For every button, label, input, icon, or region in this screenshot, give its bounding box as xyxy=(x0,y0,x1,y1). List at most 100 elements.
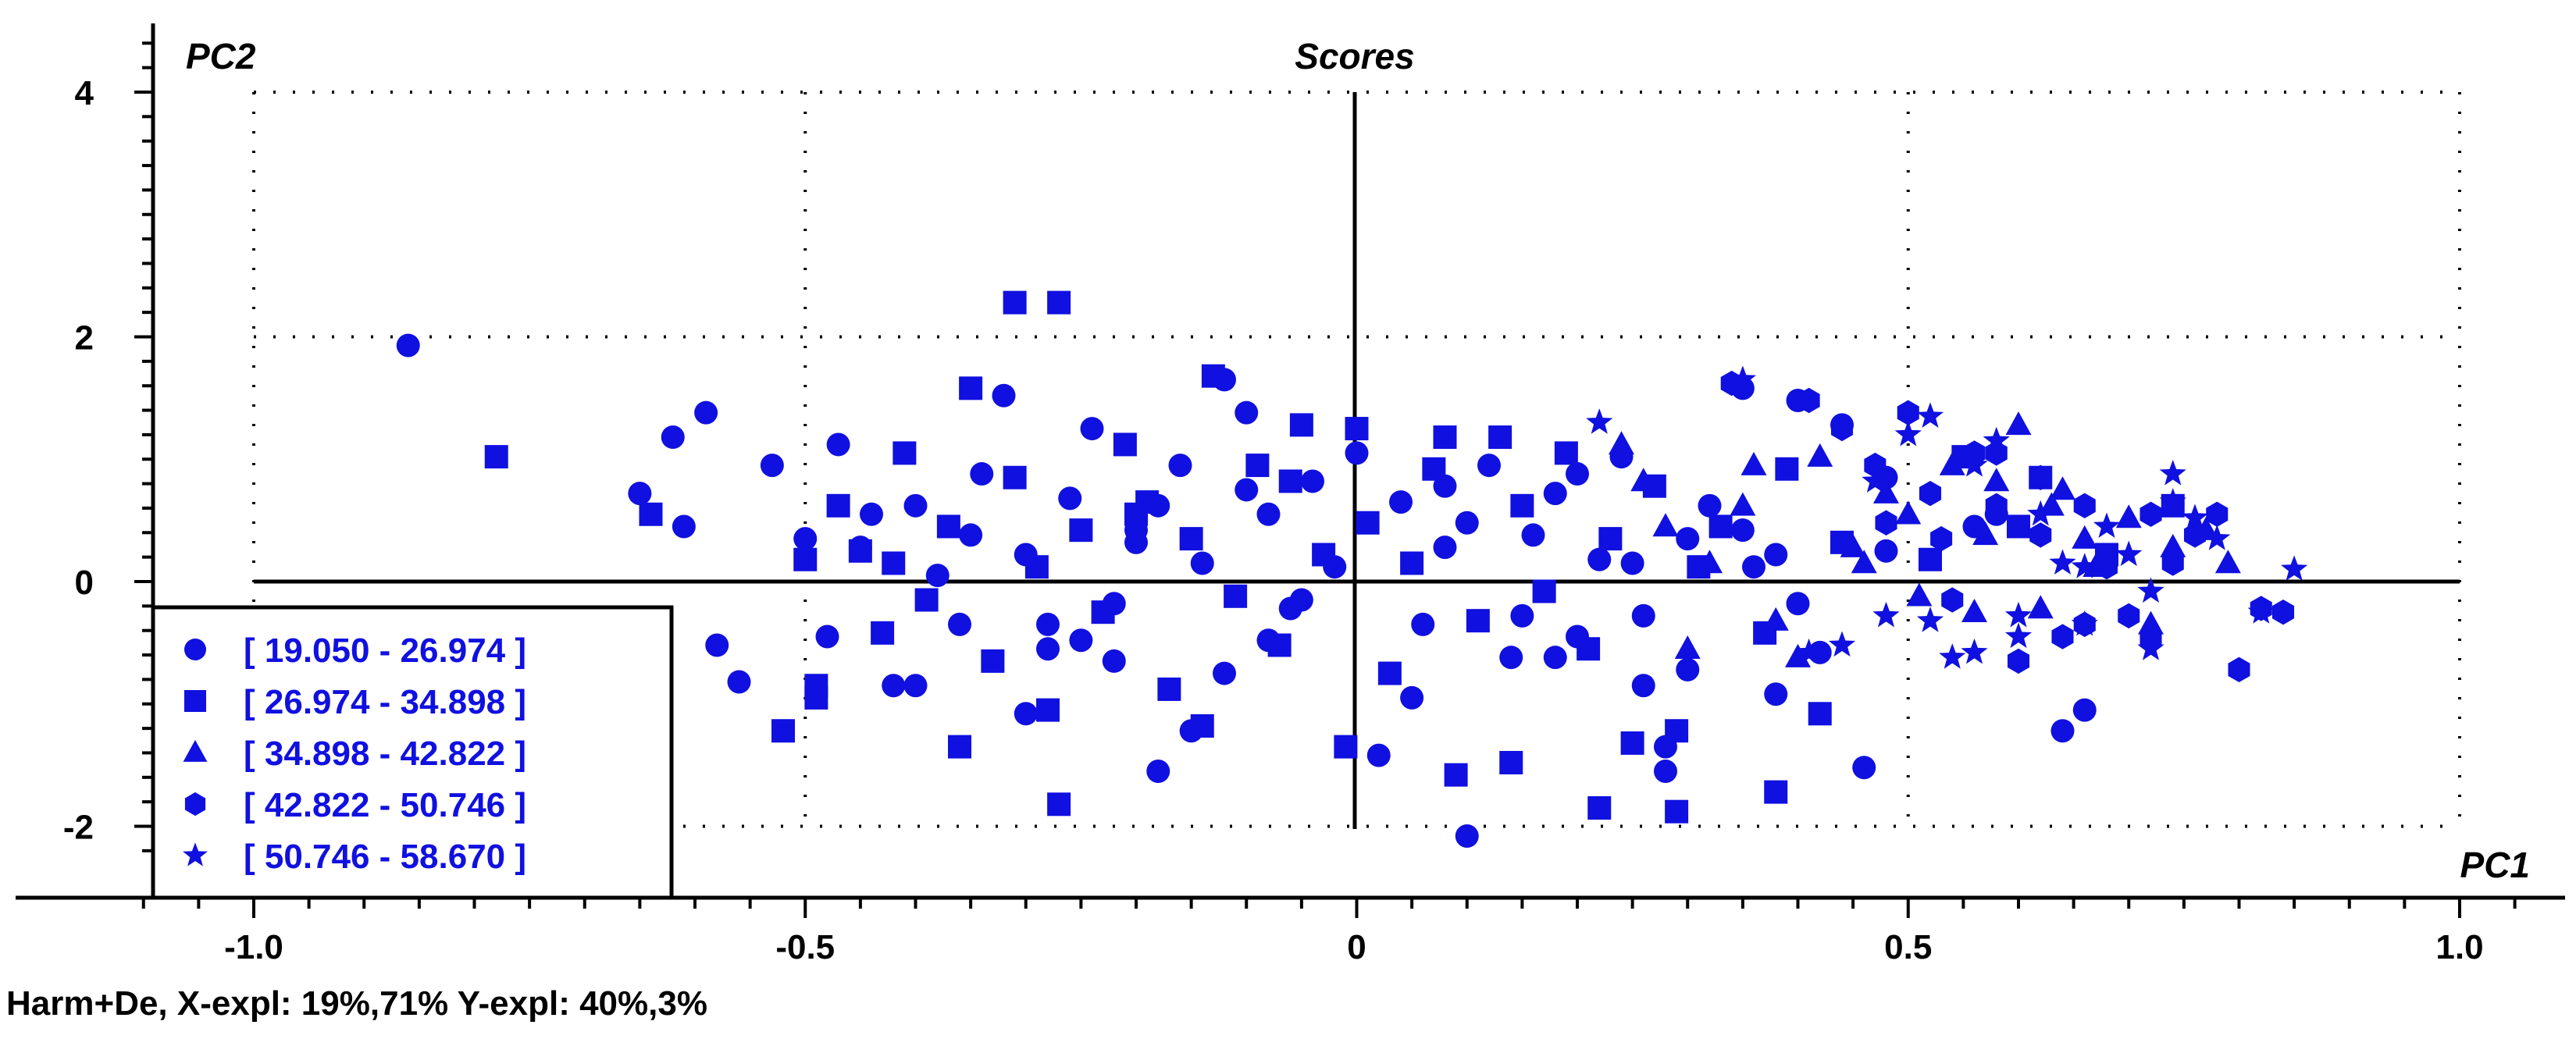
data-point xyxy=(1455,824,1479,849)
data-point xyxy=(925,564,950,588)
data-point xyxy=(1389,490,1413,514)
data-point xyxy=(1003,465,1027,489)
x-tick-label: 0 xyxy=(1347,928,1366,966)
legend-marker-square xyxy=(184,690,206,712)
data-point xyxy=(396,333,420,358)
data-point xyxy=(1708,514,1733,539)
data-point xyxy=(1729,365,1756,391)
data-point xyxy=(1543,482,1567,506)
data-point xyxy=(771,719,795,743)
data-point xyxy=(2071,553,2098,578)
data-point xyxy=(1543,646,1567,670)
data-point xyxy=(1510,603,1534,628)
data-point xyxy=(815,624,839,649)
series-5 xyxy=(1586,365,2308,669)
data-point xyxy=(1764,682,1788,706)
data-point xyxy=(1499,750,1523,774)
data-point xyxy=(1665,719,1689,743)
data-point xyxy=(2159,460,2186,486)
data-point xyxy=(2181,503,2209,530)
legend-label: [ 42.822 - 50.746 ] xyxy=(244,786,526,824)
data-point xyxy=(1916,607,1944,632)
data-point xyxy=(1113,432,1137,457)
data-point xyxy=(1587,795,1612,820)
data-point xyxy=(1906,582,1933,607)
data-point xyxy=(2073,493,2096,519)
data-point xyxy=(1764,780,1788,804)
data-point xyxy=(1422,457,1446,481)
data-point xyxy=(1301,469,1324,493)
data-point xyxy=(1916,402,1944,428)
data-point xyxy=(1190,551,1214,575)
data-point xyxy=(1620,551,1644,575)
data-point xyxy=(2140,501,2162,527)
y-axis-title: PC2 xyxy=(186,36,256,77)
data-point xyxy=(1433,425,1457,450)
data-point xyxy=(1069,628,1093,653)
legend-marker-star xyxy=(183,842,208,866)
data-point xyxy=(1036,698,1060,722)
data-point xyxy=(1014,702,1038,726)
data-point xyxy=(1652,513,1679,537)
data-point xyxy=(1874,539,1898,563)
data-point xyxy=(2093,512,2121,539)
data-point xyxy=(1697,550,1723,574)
data-point xyxy=(1785,643,1811,667)
data-point xyxy=(903,674,928,698)
data-point xyxy=(2118,603,2140,629)
data-point xyxy=(1080,417,1104,441)
data-point xyxy=(1036,637,1060,661)
data-point xyxy=(1213,661,1236,685)
data-point xyxy=(2160,533,2186,557)
data-point xyxy=(948,735,971,759)
data-point xyxy=(1698,493,1722,518)
data-point xyxy=(1091,600,1115,624)
data-point xyxy=(1488,425,1512,450)
tick-labels: 4 2 0 -2 -1.0 -0.5 0 0.5 1.0 xyxy=(63,74,2484,966)
data-point xyxy=(1961,638,1988,664)
data-point xyxy=(1665,799,1689,824)
data-point xyxy=(484,445,508,469)
data-point xyxy=(1609,431,1634,455)
data-point xyxy=(1179,527,1203,551)
data-point xyxy=(1510,493,1534,518)
data-point xyxy=(2072,525,2098,549)
data-point xyxy=(1797,387,1820,414)
data-point xyxy=(1201,364,1225,388)
data-point xyxy=(1477,454,1501,478)
data-point xyxy=(1400,685,1424,710)
data-point xyxy=(1289,413,1313,437)
data-point xyxy=(628,482,652,506)
data-point xyxy=(1775,457,1799,481)
data-point xyxy=(1631,603,1655,628)
data-point xyxy=(2206,501,2229,527)
data-point xyxy=(992,383,1016,407)
data-point xyxy=(1676,527,1700,551)
legend-items: [ 19.050 - 26.974 ] [ 26.974 - 34.898 ] [ … xyxy=(183,632,526,876)
data-point xyxy=(1740,451,1767,475)
data-point xyxy=(2050,476,2075,500)
y-tick-label: 0 xyxy=(75,564,94,602)
data-point xyxy=(2007,648,2030,674)
data-point xyxy=(694,400,718,425)
data-point xyxy=(1795,638,1822,664)
data-point xyxy=(1630,468,1657,492)
data-point xyxy=(1554,441,1578,465)
data-point xyxy=(1069,518,1093,543)
data-point xyxy=(1577,637,1601,661)
footer-explained-variance: Harm+De, X-expl: 19%,71% Y-expl: 40%,3% xyxy=(6,984,707,1023)
legend-label: [ 19.050 - 26.974 ] xyxy=(244,632,526,670)
data-point xyxy=(882,674,906,698)
data-point xyxy=(1828,631,1856,657)
data-point xyxy=(1972,521,1999,546)
data-point xyxy=(1466,609,1490,633)
data-point xyxy=(2007,514,2030,539)
data-point xyxy=(1631,674,1655,698)
data-point xyxy=(1875,510,1897,536)
data-point xyxy=(1742,555,1765,579)
data-point xyxy=(893,441,917,465)
data-point xyxy=(1587,547,1612,571)
legend-marker-circle xyxy=(184,639,206,660)
data-point xyxy=(1598,527,1623,551)
data-point xyxy=(1941,587,1964,613)
